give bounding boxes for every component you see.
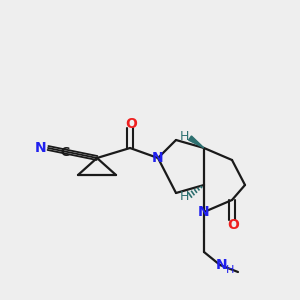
Text: O: O [125,117,137,131]
Text: N: N [198,205,210,219]
Polygon shape [188,136,204,148]
Text: N: N [216,258,228,272]
Text: N: N [152,151,164,165]
Text: H: H [179,190,189,203]
Text: C: C [60,146,70,158]
Text: O: O [227,218,239,232]
Text: H: H [179,130,189,142]
Text: N: N [35,141,47,155]
Text: H: H [226,265,234,275]
